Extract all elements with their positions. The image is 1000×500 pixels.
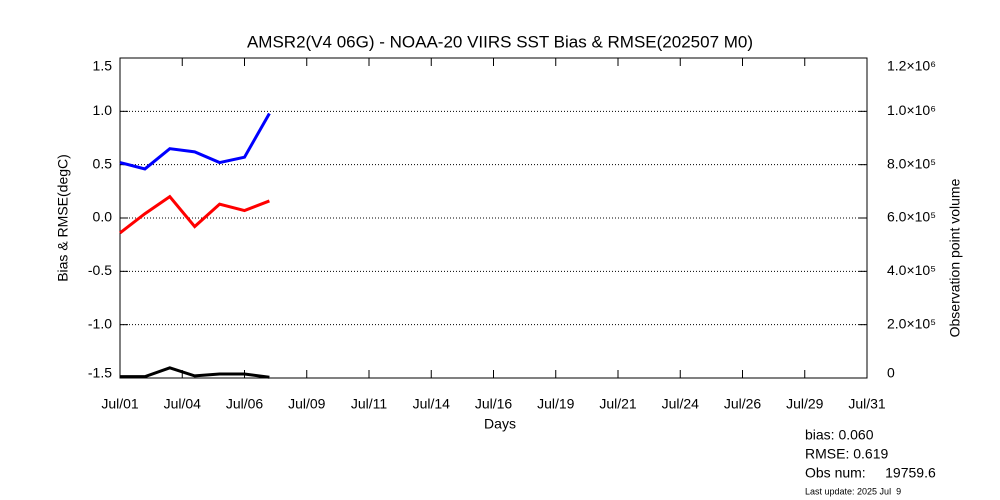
- y-tick-label: 0.5: [93, 155, 113, 171]
- y-axis-label: Bias & RMSE(degC): [55, 154, 71, 282]
- x-tick-label: Jul/11: [351, 396, 388, 412]
- x-tick-label: Jul/26: [724, 396, 762, 412]
- y-tick-label: 0.0: [93, 209, 113, 225]
- x-tick-label: Jul/19: [537, 396, 575, 412]
- y-tick-label: -1.0: [88, 315, 112, 331]
- chart-title: AMSR2(V4 06G) - NOAA-20 VIIRS SST Bias &…: [247, 32, 753, 51]
- x-tick-label: Jul/21: [599, 396, 637, 412]
- x-tick-label: Jul/14: [413, 396, 451, 412]
- x-tick-label: Jul/06: [226, 396, 264, 412]
- y2-tick-label: 1.0×10⁶: [887, 102, 936, 118]
- data-line: [119, 112, 271, 171]
- y-tick-label: 1.5: [93, 58, 113, 74]
- x-tick-label: Jul/04: [164, 396, 202, 412]
- x-tick-label: Jul/16: [475, 396, 513, 412]
- data-line: [120, 366, 270, 379]
- annotation: Last update: 2025 Jul 9: [805, 486, 901, 496]
- y2-tick-label: 6.0×10⁵: [887, 209, 936, 225]
- x-tick-label: Jul/24: [662, 396, 700, 412]
- y2-tick-label: 8.0×10⁵: [887, 155, 936, 171]
- plot-frame: [119, 57, 868, 379]
- annotation: bias: 0.060: [805, 427, 874, 443]
- y-tick-label: 1.0: [93, 102, 113, 118]
- y2-axis-label: Observation point volume: [947, 178, 963, 337]
- y-tick-label: -1.5: [88, 365, 112, 381]
- x-tick-label: Jul/01: [101, 396, 139, 412]
- x-tick-label: Jul/31: [848, 396, 886, 412]
- y-tick-label: -0.5: [88, 262, 112, 278]
- x-axis-label: Days: [484, 416, 516, 432]
- y2-tick-label: 0: [887, 365, 895, 381]
- y2-tick-label: 2.0×10⁵: [887, 315, 936, 331]
- x-tick-label: Jul/29: [786, 396, 824, 412]
- x-tick-label: Jul/09: [288, 396, 326, 412]
- annotation: Obs num: 19759.6: [805, 465, 936, 481]
- y2-tick-label: 1.2×10⁶: [887, 58, 936, 74]
- y2-tick-label: 4.0×10⁵: [887, 262, 936, 278]
- annotation: RMSE: 0.619: [805, 446, 888, 462]
- data-line: [119, 194, 270, 235]
